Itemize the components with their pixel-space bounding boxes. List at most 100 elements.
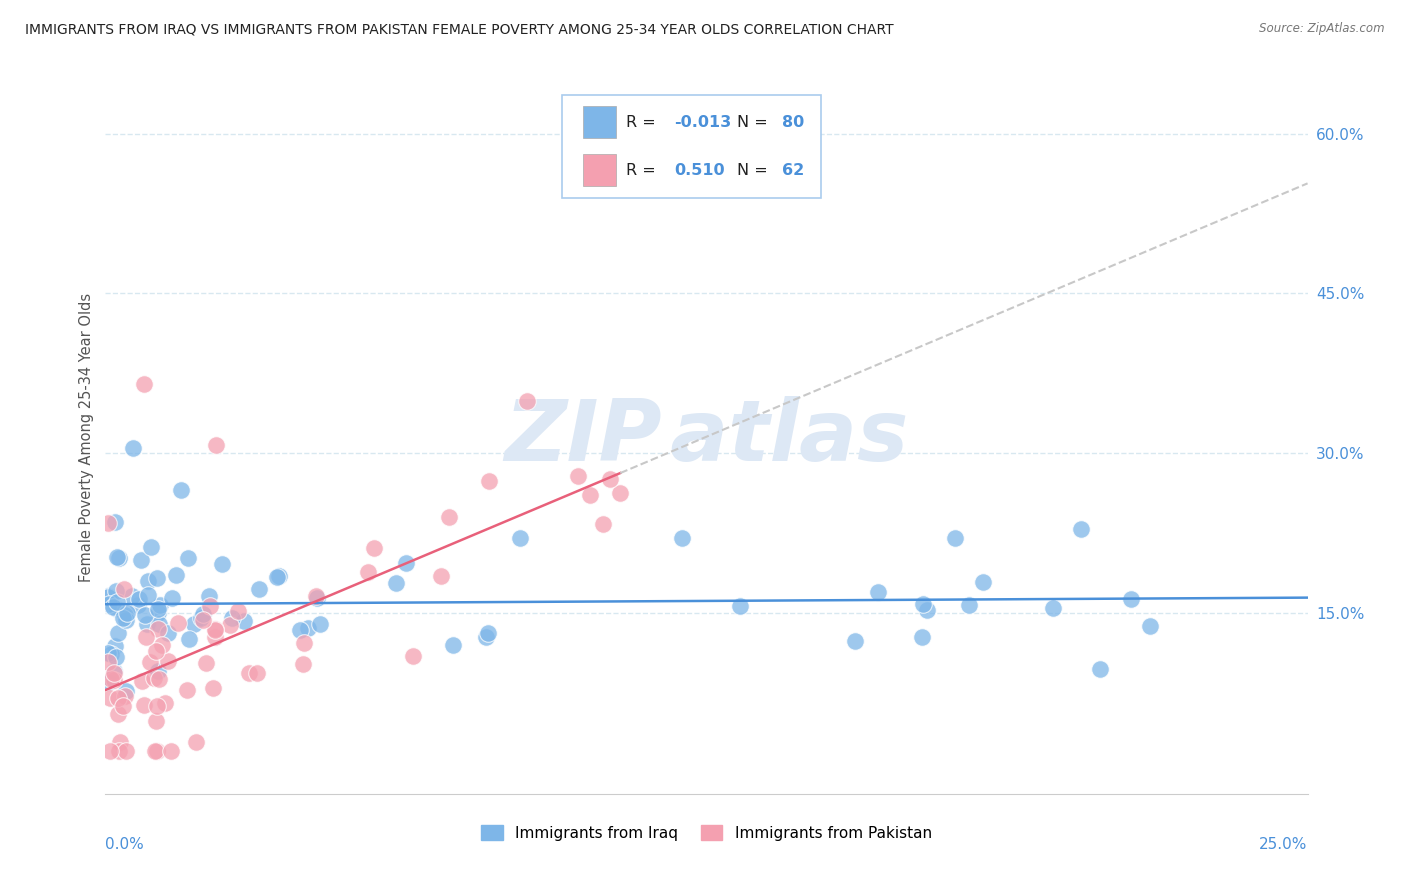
Point <box>911 630 934 644</box>
Point <box>145 714 167 728</box>
Point <box>108 735 131 749</box>
Legend: Immigrants from Iraq, Immigrants from Pakistan: Immigrants from Iraq, Immigrants from Pa… <box>475 819 938 847</box>
Text: 0.510: 0.510 <box>673 163 724 178</box>
Point <box>1042 601 1064 615</box>
Text: ZIP atlas: ZIP atlas <box>505 395 908 479</box>
Point <box>177 551 200 566</box>
Point <box>150 638 173 652</box>
Bar <box>582 106 616 138</box>
Point <box>609 485 631 500</box>
Point <box>357 565 380 579</box>
Y-axis label: Female Poverty Among 25-34 Year Olds: Female Poverty Among 25-34 Year Olds <box>79 293 94 582</box>
Point <box>204 624 226 638</box>
Point <box>167 615 190 630</box>
Point <box>385 576 408 591</box>
Point <box>134 607 156 622</box>
Point <box>269 569 291 583</box>
Point <box>193 607 215 621</box>
Point <box>478 474 501 488</box>
Point <box>1121 592 1143 607</box>
Text: Source: ZipAtlas.com: Source: ZipAtlas.com <box>1260 22 1385 36</box>
Point <box>155 696 177 710</box>
Point <box>186 734 208 748</box>
Point <box>136 588 159 602</box>
Point <box>121 589 143 603</box>
Point <box>288 623 311 637</box>
Point <box>114 689 136 703</box>
Point <box>157 626 180 640</box>
Point <box>190 611 212 625</box>
Point <box>592 516 614 531</box>
Point <box>166 568 188 582</box>
Point <box>1139 618 1161 632</box>
Point <box>148 665 170 679</box>
Point <box>915 603 938 617</box>
Point <box>97 646 120 660</box>
Point <box>160 744 183 758</box>
Point <box>305 589 328 603</box>
Point <box>183 617 205 632</box>
Point <box>957 599 980 613</box>
Point <box>578 488 600 502</box>
Point <box>972 575 994 590</box>
Point <box>195 656 218 670</box>
Point <box>218 618 240 632</box>
Point <box>129 553 152 567</box>
Point <box>297 621 319 635</box>
Point <box>107 691 129 706</box>
Point <box>509 531 531 545</box>
Point <box>477 625 499 640</box>
Point <box>143 744 166 758</box>
Point <box>136 616 159 631</box>
Point <box>97 589 120 603</box>
Point <box>266 569 288 583</box>
Point <box>103 664 125 678</box>
Point <box>100 672 122 686</box>
Point <box>441 638 464 652</box>
Point <box>305 591 328 605</box>
Point <box>395 556 418 570</box>
Point <box>100 647 122 661</box>
Point <box>97 590 120 604</box>
Point <box>204 622 226 636</box>
Point <box>246 665 269 680</box>
Text: -0.013: -0.013 <box>673 115 731 129</box>
Point <box>105 601 128 615</box>
Point <box>115 744 138 758</box>
Point <box>238 665 260 680</box>
Point <box>107 744 129 758</box>
Point <box>1088 662 1111 676</box>
Point <box>98 598 121 612</box>
Point <box>135 630 157 644</box>
Bar <box>582 154 616 186</box>
Point <box>170 483 193 498</box>
Point <box>138 574 160 589</box>
Point <box>97 675 120 690</box>
Point <box>105 584 128 599</box>
Point <box>191 613 214 627</box>
Point <box>146 622 169 636</box>
Point <box>97 655 120 669</box>
FancyBboxPatch shape <box>562 95 821 198</box>
Point <box>103 673 125 687</box>
Point <box>115 606 138 620</box>
Point <box>111 698 134 713</box>
Point <box>103 666 125 681</box>
Point <box>291 657 314 671</box>
Point <box>401 648 423 663</box>
Point <box>844 634 866 648</box>
Point <box>115 684 138 698</box>
Point <box>221 611 243 625</box>
Text: 0.0%: 0.0% <box>105 837 145 852</box>
Point <box>475 630 498 644</box>
Point <box>104 516 127 530</box>
Point <box>132 698 155 713</box>
Point <box>1070 522 1092 536</box>
Point <box>105 650 128 665</box>
Point <box>204 630 226 644</box>
Text: R =: R = <box>626 115 661 129</box>
Point <box>226 604 249 618</box>
Point <box>101 600 124 615</box>
Point <box>107 626 129 640</box>
Point <box>134 376 156 391</box>
